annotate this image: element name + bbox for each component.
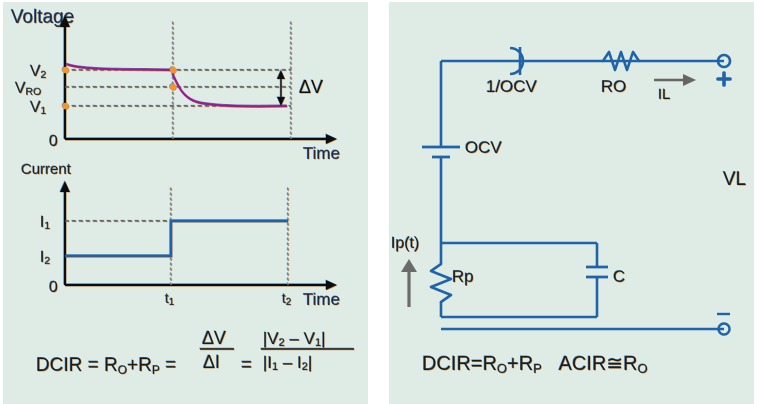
svg-text:VRO: VRO [15,80,41,98]
svg-text:IL: IL [658,86,671,103]
svg-text:ΔV: ΔV [299,77,323,97]
svg-text:ΔI: ΔI [203,352,220,372]
svg-text:OCV: OCV [465,138,503,157]
svg-text:I2: I2 [40,249,50,267]
svg-text:RO: RO [601,77,627,96]
svg-text:|V2 – V1|: |V2 – V1| [263,329,326,349]
svg-text:Time: Time [303,290,340,309]
svg-text:V1: V1 [30,99,47,117]
svg-text:V2: V2 [30,63,47,81]
svg-text:VL: VL [723,169,746,190]
svg-text:ΔV: ΔV [202,328,226,348]
svg-text:1/OCV: 1/OCV [486,77,538,96]
svg-text:Ip(t): Ip(t) [391,235,419,252]
svg-text:Time: Time [303,144,340,163]
svg-text:Rp: Rp [452,267,474,286]
svg-text:=: = [241,355,252,376]
svg-text:0: 0 [49,133,58,150]
svg-text:t1: t1 [165,290,175,308]
svg-text:Current: Current [21,161,72,178]
svg-text:C: C [613,267,625,286]
svg-text:DCIR = RO+RP =: DCIR = RO+RP = [36,355,176,377]
svg-text:0: 0 [49,279,58,296]
svg-text:DCIR=RO+RP ACIR≅RO: DCIR=RO+RP ACIR≅RO [422,353,648,376]
svg-text:I1: I1 [40,214,50,232]
svg-text:|I1 – I2|: |I1 – I2| [263,353,312,373]
svg-text:t2: t2 [282,290,292,308]
